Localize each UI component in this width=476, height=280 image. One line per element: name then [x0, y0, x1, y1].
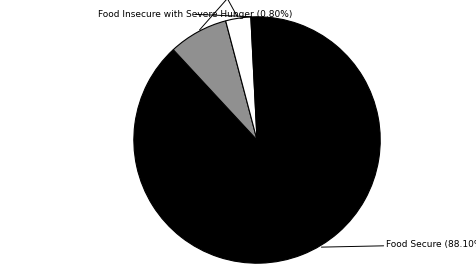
Text: Food Insecure with Hunger (3.30%): Food Insecure with Hunger (3.30%) — [142, 0, 303, 16]
Text: Food Secure (88.10%): Food Secure (88.10%) — [321, 240, 476, 249]
Text: Food Insecure with Severe Hunger (0.80%): Food Insecure with Severe Hunger (0.80%) — [98, 10, 293, 19]
Text: Food Insecure without Hunger (7.80%): Food Insecure without Hunger (7.80%) — [169, 0, 345, 30]
Wedge shape — [226, 17, 257, 140]
Wedge shape — [251, 17, 257, 140]
Wedge shape — [173, 21, 257, 140]
Wedge shape — [134, 17, 380, 263]
